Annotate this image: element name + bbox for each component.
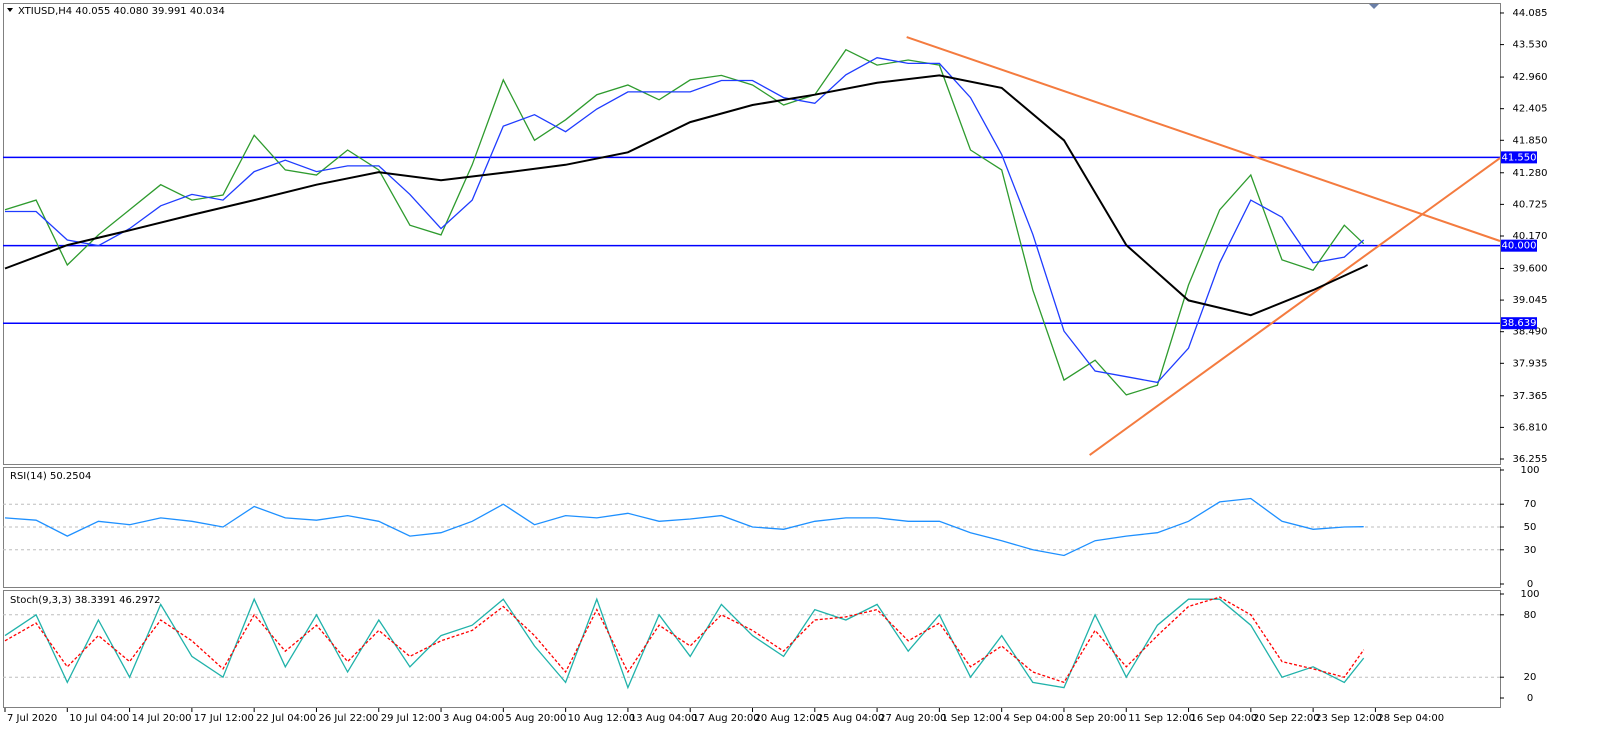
- x-tick-label: 29 Jul 12:00: [381, 713, 441, 724]
- y-tick-label: 44.085: [1513, 8, 1548, 19]
- level-label: 41.550: [1502, 152, 1537, 163]
- price-panel-frame: [3, 3, 1501, 465]
- panel-title: RSI(14) 50.2504: [10, 471, 91, 482]
- x-tick-label: 26 Jul 22:00: [318, 713, 378, 724]
- y-tick-label: 41.850: [1513, 135, 1548, 146]
- y-tick-label: 39.600: [1513, 263, 1548, 274]
- x-tick-label: 25 Aug 04:00: [817, 713, 884, 724]
- y-tick-label: 50: [1524, 522, 1537, 533]
- y-tick-label: 39.045: [1513, 295, 1548, 306]
- x-tick-label: 20 Sep 22:00: [1253, 713, 1320, 724]
- x-tick-label: 7 Jul 2020: [7, 713, 57, 724]
- x-tick-label: 22 Jul 04:00: [256, 713, 316, 724]
- y-tick-label: 0: [1527, 693, 1533, 704]
- x-tick-label: 3 Aug 04:00: [443, 713, 504, 724]
- x-tick-label: 16 Sep 04:00: [1191, 713, 1258, 724]
- level-label-box: [1501, 317, 1537, 330]
- y-tick-label: 37.935: [1513, 358, 1548, 369]
- x-tick-label: 10 Jul 04:00: [69, 713, 129, 724]
- x-tick-label: 28 Sep 04:00: [1377, 713, 1444, 724]
- x-tick-label: 1 Sep 12:00: [941, 713, 1001, 724]
- x-tick-label: 20 Aug 12:00: [755, 713, 822, 724]
- level-label: 38.639: [1502, 318, 1537, 329]
- level-label: 40.000: [1502, 241, 1537, 252]
- series-line: [4, 497, 1364, 557]
- y-tick-label: 40.170: [1513, 231, 1548, 242]
- y-tick-label: 0: [1527, 579, 1533, 590]
- series-line: [4, 596, 1365, 684]
- stoch-panel-frame: [3, 590, 1501, 708]
- x-tick-label: 5 Aug 20:00: [505, 713, 566, 724]
- shift-marker: [1369, 4, 1379, 9]
- x-tick-label: 23 Sep 12:00: [1315, 713, 1382, 724]
- panel-title: XTIUSD,H4 40.055 40.080 39.991 40.034: [18, 6, 225, 17]
- x-tick-label: 27 Aug 20:00: [879, 713, 946, 724]
- y-tick-label: 100: [1520, 589, 1539, 600]
- y-tick-label: 80: [1524, 610, 1537, 621]
- y-tick-label: 100: [1520, 465, 1539, 476]
- x-tick-label: 4 Sep 04:00: [1004, 713, 1064, 724]
- y-tick-label: 37.365: [1513, 391, 1548, 402]
- level-label-box: [1501, 151, 1537, 164]
- y-tick-label: 43.530: [1513, 40, 1548, 51]
- x-tick-label: 14 Jul 20:00: [132, 713, 192, 724]
- y-tick-label: 40.725: [1513, 199, 1548, 210]
- x-tick-label: 17 Jul 12:00: [194, 713, 254, 724]
- panel-title: Stoch(9,3,3) 38.3391 46.2972: [10, 595, 161, 606]
- level-label-box: [1501, 239, 1537, 252]
- x-tick-label: 11 Sep 12:00: [1128, 713, 1195, 724]
- y-tick-label: 70: [1524, 499, 1537, 510]
- trendline: [1089, 157, 1501, 456]
- x-tick-label: 17 Aug 20:00: [692, 713, 759, 724]
- y-tick-label: 42.405: [1513, 104, 1548, 115]
- y-tick-label: 20: [1524, 672, 1537, 683]
- series-line: [4, 74, 1369, 317]
- series-line: [5, 57, 1365, 384]
- y-tick-label: 30: [1524, 545, 1537, 556]
- y-tick-label: 41.280: [1513, 168, 1548, 179]
- y-tick-label: 42.960: [1513, 72, 1548, 83]
- series-line: [4, 48, 1365, 396]
- y-tick-label: 36.810: [1513, 422, 1548, 433]
- x-tick-label: 10 Aug 12:00: [568, 713, 635, 724]
- y-tick-label: 36.255: [1513, 454, 1548, 465]
- y-tick-label: 38.490: [1513, 327, 1548, 338]
- x-tick-label: 8 Sep 20:00: [1066, 713, 1126, 724]
- trendline: [906, 36, 1501, 242]
- menu-arrow[interactable]: [7, 8, 13, 12]
- x-tick-label: 13 Aug 04:00: [630, 713, 697, 724]
